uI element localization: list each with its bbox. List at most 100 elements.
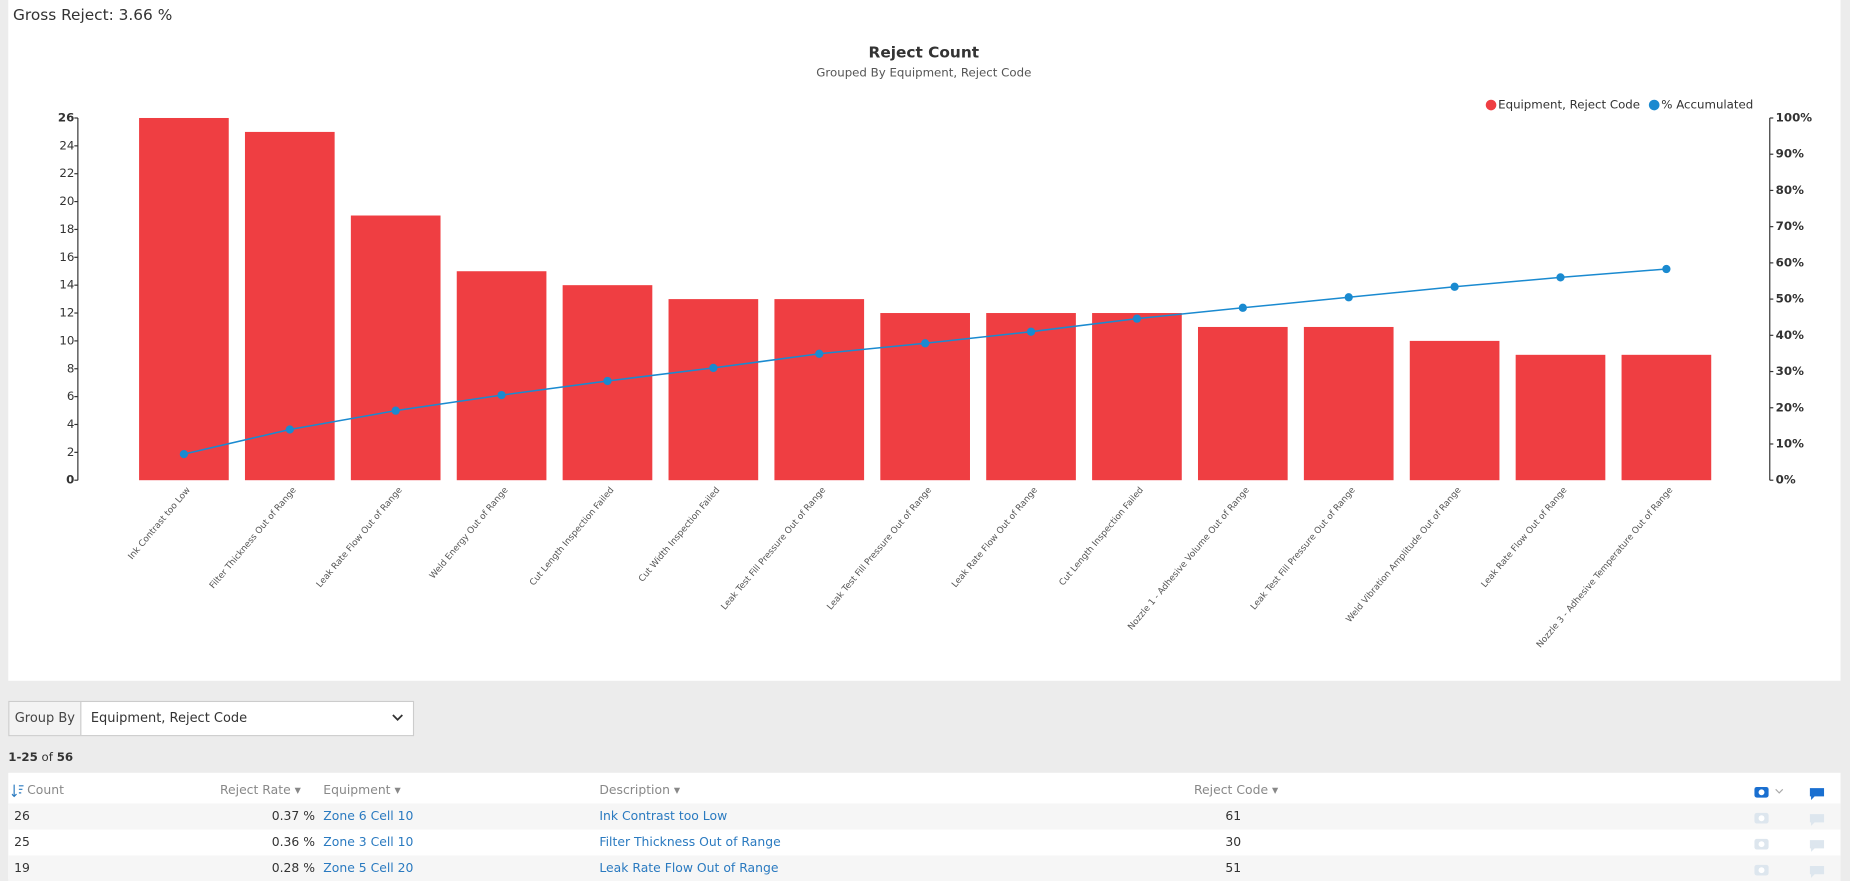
line-point: [1132, 314, 1142, 323]
group-by-value[interactable]: Equipment, Reject Code: [81, 702, 413, 735]
cell: 51: [1225, 861, 1242, 876]
total: 56: [56, 751, 74, 765]
header-row[interactable]: Count Reject Rate ▾ Equipment ▾ Description…: [8, 778, 1841, 805]
y2-tick-label: 90%: [1776, 147, 1804, 161]
y2-tick-label: 0%: [1776, 473, 1796, 487]
cell[interactable]: Zone 6 Cell 10: [323, 809, 414, 824]
bar: [880, 313, 970, 481]
column-header[interactable]: Reject Rate ▾: [219, 783, 301, 798]
y-tick-label: 24: [59, 138, 74, 152]
bar: [244, 131, 335, 481]
bar: [139, 117, 229, 481]
x-tick-label: Nozzle 1 - Adhesive Volume Out of Range: [1126, 486, 1251, 633]
line-point: [1026, 327, 1036, 336]
column-header[interactable]: Description ▾: [599, 783, 681, 798]
icons: [1754, 786, 1825, 800]
y-tick-label: 10: [59, 333, 74, 347]
cell: 26: [14, 809, 30, 824]
icons: [1754, 838, 1825, 852]
line-point: [1344, 293, 1353, 302]
x-tick-label: Leak Test Fill Pressure Out of Range: [1249, 486, 1358, 613]
table-row: 25 0.36 % Zone 3 Cell 10 Filter Thickness O…: [8, 829, 1840, 855]
legend-label: % Accumulated: [1661, 98, 1753, 112]
legend-swatch: [1648, 99, 1660, 111]
y2-tick-label: 60%: [1776, 255, 1804, 269]
bar: [1092, 313, 1182, 481]
y2-tick-label: 80%: [1776, 183, 1804, 197]
y-tick-label: 16: [59, 250, 74, 264]
cell[interactable]: Zone 5 Cell 20: [323, 861, 414, 876]
line-point: [497, 390, 506, 400]
x-tick-label: Leak Rate Flow Out of Range: [950, 486, 1040, 590]
y2-tick-label: 40%: [1776, 328, 1804, 342]
line-point: [391, 406, 400, 415]
cell[interactable]: Leak Rate Flow Out of Range: [599, 861, 779, 876]
x-tick-label: Cut Length Inspection Failed: [1058, 486, 1146, 588]
bar: [1621, 354, 1712, 481]
line-point: [1238, 303, 1247, 312]
line-point: [1450, 282, 1459, 291]
line-point: [921, 339, 930, 348]
x-tick-label: Cut Width Inspection Failed: [637, 486, 722, 585]
y-tick-label: 2: [67, 445, 74, 459]
y-tick-label: 8: [67, 361, 74, 375]
cell: 0.28 %: [271, 861, 316, 876]
sort-icon: [11, 784, 24, 798]
pagination: 1-25 of 56: [8, 752, 73, 765]
line-point: [1556, 273, 1565, 282]
cell: 0.37 %: [271, 809, 316, 824]
cell: 61: [1225, 809, 1242, 824]
of: of: [41, 751, 53, 765]
cell: 25: [14, 835, 30, 850]
line-point: [179, 449, 189, 459]
y-tick-label: 12: [59, 306, 74, 320]
y-tick-label: 6: [67, 389, 74, 403]
table-row: 26 0.37 % Zone 6 Cell 10 Ink Contrast too L…: [8, 803, 1841, 830]
cell: 30: [1225, 835, 1242, 850]
line-point: [1662, 264, 1671, 274]
y2-tick-label: 70%: [1776, 219, 1804, 233]
legend-label: Equipment, Reject Code: [1498, 98, 1640, 112]
group-by-select[interactable]: Group By Equipment, Reject Code: [8, 700, 415, 737]
chevron: [392, 714, 403, 721]
column-header[interactable]: Equipment ▾: [323, 783, 401, 798]
y-tick-label: 18: [59, 222, 74, 236]
table-row: 19 0.28 % Zone 5 Cell 20 Leak Rate Flow Out…: [8, 855, 1841, 881]
y2-tick-label: 10%: [1776, 436, 1804, 450]
bar: [456, 271, 547, 481]
line-point: [815, 349, 824, 358]
y-tick-label: 4: [67, 417, 74, 431]
column-header[interactable]: Reject Code ▾: [1194, 783, 1279, 798]
range: 1-25: [8, 751, 38, 765]
x-tick-label: Weld Energy Out of Range: [428, 486, 510, 582]
bar: [668, 299, 759, 481]
x-tick-label: Ink Contrast too Low: [127, 486, 193, 562]
bar: [986, 313, 1076, 481]
bar: [1409, 340, 1500, 481]
group-by-label: Group By: [9, 702, 82, 736]
icons: [1754, 864, 1825, 878]
chart: Reject Count Grouped By Equipment, Rejec…: [58, 44, 1813, 650]
cell[interactable]: Ink Contrast too Low: [599, 809, 728, 824]
x-tick-label: Leak Rate Flow Out of Range: [315, 486, 405, 590]
cell[interactable]: Filter Thickness Out of Range: [599, 835, 781, 850]
cell[interactable]: Zone 3 Cell 10: [323, 835, 414, 850]
line-point: [285, 425, 294, 434]
chart-title: Reject Count: [869, 44, 980, 62]
x-tick-label: Leak Test Fill Pressure Out of Range: [826, 486, 935, 613]
y-tick-label: 14: [59, 278, 74, 292]
table: Count Reject Rate ▾ Equipment ▾ Description…: [8, 772, 1841, 881]
gross-reject: Gross Reject: 3.66 %: [12, 7, 173, 25]
y2-tick-label: 100%: [1776, 110, 1813, 124]
legend-swatch: [1485, 99, 1497, 111]
y2-tick-label: 50%: [1776, 292, 1804, 306]
column-header[interactable]: Count: [27, 783, 64, 798]
x-tick-label: Leak Test Fill Pressure Out of Range: [720, 486, 829, 613]
icons: [1754, 812, 1825, 826]
y-tick-label: 22: [59, 166, 74, 180]
line-point: [709, 363, 718, 373]
line-point: [603, 376, 612, 386]
group-by-text: Equipment, Reject Code: [90, 710, 248, 726]
